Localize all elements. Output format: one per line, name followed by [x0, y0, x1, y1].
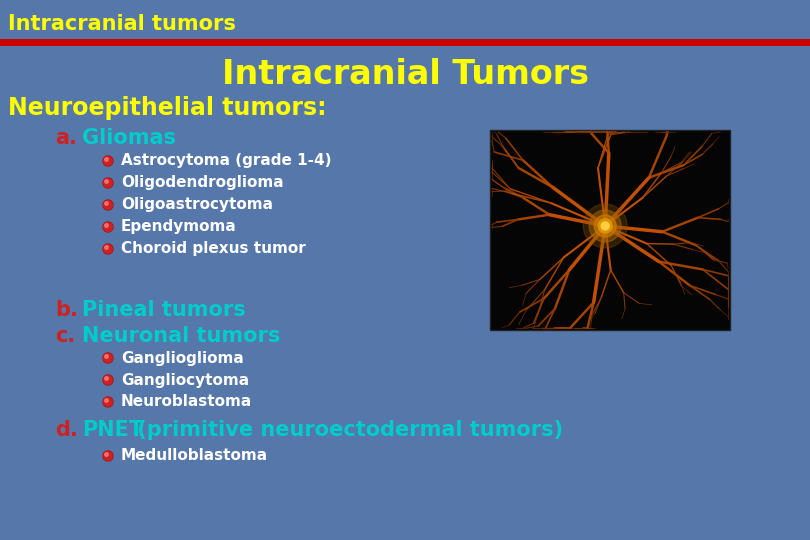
Circle shape [104, 222, 113, 231]
Circle shape [103, 353, 113, 363]
Text: PNET: PNET [82, 420, 143, 440]
Text: Intracranial tumors: Intracranial tumors [8, 14, 236, 34]
Circle shape [104, 179, 113, 187]
Text: Neuroepithelial tumors:: Neuroepithelial tumors: [8, 96, 326, 120]
Text: Medulloblastoma: Medulloblastoma [121, 449, 268, 463]
Text: Neuroblastoma: Neuroblastoma [121, 395, 252, 409]
Text: Oligoastrocytoma: Oligoastrocytoma [121, 198, 273, 213]
Circle shape [104, 377, 109, 380]
Circle shape [103, 156, 113, 166]
Circle shape [104, 158, 109, 161]
Circle shape [104, 246, 109, 249]
Text: Ganglioglioma: Ganglioglioma [121, 350, 244, 366]
Circle shape [104, 245, 113, 253]
FancyBboxPatch shape [0, 0, 810, 42]
Circle shape [103, 200, 113, 210]
Circle shape [103, 222, 113, 232]
Circle shape [104, 202, 109, 205]
Text: Neuronal tumors: Neuronal tumors [82, 326, 280, 346]
Circle shape [589, 210, 621, 242]
Circle shape [104, 376, 113, 384]
Circle shape [104, 399, 109, 402]
Circle shape [104, 180, 109, 183]
Text: Intracranial Tumors: Intracranial Tumors [221, 57, 589, 91]
FancyBboxPatch shape [490, 130, 730, 330]
Circle shape [595, 215, 616, 237]
Circle shape [104, 453, 109, 456]
Text: Ependymoma: Ependymoma [121, 219, 237, 234]
Circle shape [104, 354, 113, 362]
Text: Oligodendroglioma: Oligodendroglioma [121, 176, 284, 191]
Circle shape [104, 452, 113, 460]
Text: Pineal tumors: Pineal tumors [82, 300, 245, 320]
Text: a.: a. [55, 128, 77, 148]
Text: c.: c. [55, 326, 75, 346]
Text: Gliomas: Gliomas [82, 128, 176, 148]
Text: Gangliocytoma: Gangliocytoma [121, 373, 249, 388]
Circle shape [103, 375, 113, 385]
Text: Astrocytoma (grade 1-4): Astrocytoma (grade 1-4) [121, 153, 331, 168]
Circle shape [601, 222, 609, 230]
Circle shape [104, 157, 113, 165]
Text: Choroid plexus tumor: Choroid plexus tumor [121, 241, 305, 256]
Circle shape [103, 451, 113, 461]
Circle shape [103, 397, 113, 407]
Circle shape [104, 398, 113, 406]
Circle shape [103, 178, 113, 188]
Circle shape [103, 244, 113, 254]
Circle shape [599, 219, 612, 233]
Text: (primitive neuroectodermal tumors): (primitive neuroectodermal tumors) [130, 420, 563, 440]
Circle shape [104, 355, 109, 358]
Circle shape [104, 224, 109, 227]
Text: d.: d. [55, 420, 78, 440]
Circle shape [104, 201, 113, 209]
Circle shape [583, 204, 627, 248]
Text: b.: b. [55, 300, 78, 320]
